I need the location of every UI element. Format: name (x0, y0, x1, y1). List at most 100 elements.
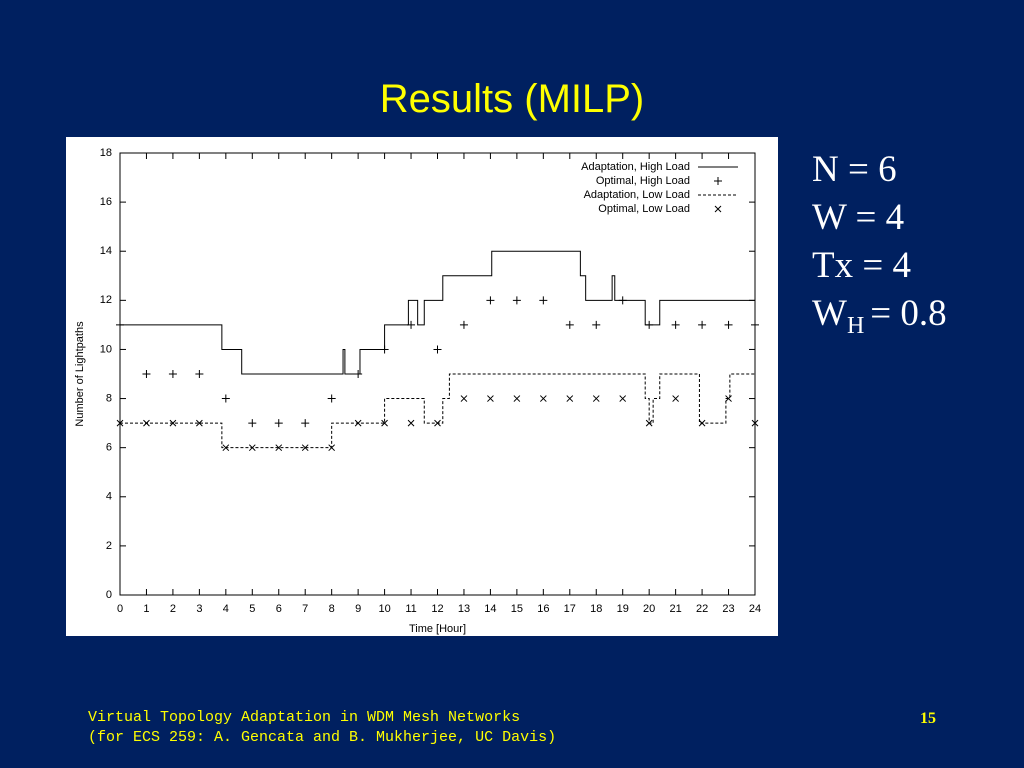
param-sub: H (847, 313, 864, 339)
x-tick-label: 21 (670, 603, 682, 615)
data-point (645, 320, 654, 329)
y-tick-label: 12 (100, 294, 112, 306)
data-point (407, 419, 415, 427)
data-point (328, 444, 336, 452)
x-tick-label: 16 (537, 603, 549, 615)
data-point (725, 395, 732, 402)
data-point (539, 296, 548, 305)
param: W = 4 (812, 197, 904, 238)
y-tick-label: 2 (106, 540, 112, 552)
data-point (143, 419, 150, 427)
data-point (460, 395, 468, 402)
x-tick-label: 3 (196, 603, 202, 615)
data-point (301, 419, 310, 428)
legend-label: Adaptation, High Load (581, 161, 690, 173)
data-point (196, 419, 203, 427)
x-tick-label: 8 (329, 603, 335, 615)
x-tick-label: 6 (276, 603, 282, 615)
data-point (433, 345, 442, 354)
x-tick-label: 24 (749, 603, 761, 615)
y-axis-label: Number of Lightpaths (74, 321, 86, 427)
data-point (698, 419, 706, 427)
x-tick-label: 7 (302, 603, 308, 615)
data-point (354, 370, 363, 378)
x-tick-label: 0 (117, 603, 123, 615)
x-axis-label: Time [Hour] (409, 623, 466, 635)
data-point (724, 320, 733, 329)
data-point (221, 394, 230, 403)
x-tick-label: 10 (378, 603, 390, 615)
data-point (751, 320, 759, 329)
data-point (619, 395, 627, 402)
page-number: 15 (920, 710, 936, 727)
param-rest: = 0.8 (870, 293, 946, 334)
x-tick-label: 12 (431, 603, 443, 615)
data-point (672, 395, 679, 402)
data-point (327, 394, 336, 403)
param: N = 6 (812, 149, 897, 190)
x-tick-label: 22 (696, 603, 708, 615)
data-point (195, 370, 204, 378)
data-point (116, 320, 124, 329)
x-tick-label: 5 (249, 603, 255, 615)
data-point (274, 419, 283, 428)
data-point (380, 345, 389, 354)
data-point (751, 419, 759, 427)
data-point (116, 419, 124, 427)
footer-line: (for ECS 259: A. Gencata and B. Mukherje… (88, 729, 556, 746)
y-tick-label: 8 (106, 392, 112, 404)
legend-label: Optimal, High Load (596, 175, 690, 187)
data-point (222, 444, 230, 452)
data-point (381, 419, 388, 427)
y-tick-label: 18 (100, 147, 112, 159)
x-tick-label: 19 (617, 603, 629, 615)
data-point (354, 419, 362, 427)
x-tick-label: 11 (405, 603, 416, 615)
data-point (512, 296, 521, 305)
x-tick-label: 18 (590, 603, 602, 615)
data-point (486, 296, 495, 305)
param: WH = 0.8 (812, 293, 947, 339)
data-point (487, 395, 494, 402)
data-point (565, 320, 574, 329)
x-tick-label: 9 (355, 603, 361, 615)
slide-title: Results (MILP) (380, 77, 645, 121)
data-point (671, 320, 680, 329)
data-point (301, 444, 309, 452)
legend-label: Optimal, Low Load (598, 203, 690, 215)
x-tick-label: 2 (170, 603, 176, 615)
data-point (513, 395, 521, 402)
data-point (539, 395, 547, 402)
data-point (434, 419, 441, 427)
footer-line: Virtual Topology Adaptation in WDM Mesh … (88, 709, 520, 726)
data-point (142, 370, 151, 378)
y-tick-label: 10 (100, 343, 112, 355)
data-point (168, 370, 177, 378)
data-point (566, 395, 574, 402)
y-tick-label: 0 (106, 589, 112, 601)
param-main: W (812, 293, 847, 334)
y-tick-label: 4 (106, 491, 112, 503)
data-point (459, 320, 468, 329)
series-line (120, 250, 755, 375)
data-point (592, 395, 600, 402)
data-point (592, 320, 601, 329)
x-tick-label: 4 (223, 603, 229, 615)
x-tick-label: 13 (458, 603, 470, 615)
x-tick-label: 15 (511, 603, 523, 615)
data-point (248, 419, 257, 428)
data-point (275, 444, 283, 452)
y-tick-label: 6 (106, 442, 112, 454)
data-point (248, 444, 256, 452)
x-tick-label: 1 (143, 603, 149, 615)
data-point (407, 320, 416, 329)
data-point (698, 320, 707, 329)
legend-swatch (714, 205, 722, 213)
param: Tx = 4 (812, 245, 911, 286)
x-tick-label: 17 (564, 603, 576, 615)
y-tick-label: 16 (100, 196, 112, 208)
data-point (169, 419, 177, 427)
legend-label: Adaptation, Low Load (584, 189, 690, 201)
x-tick-label: 20 (643, 603, 655, 615)
